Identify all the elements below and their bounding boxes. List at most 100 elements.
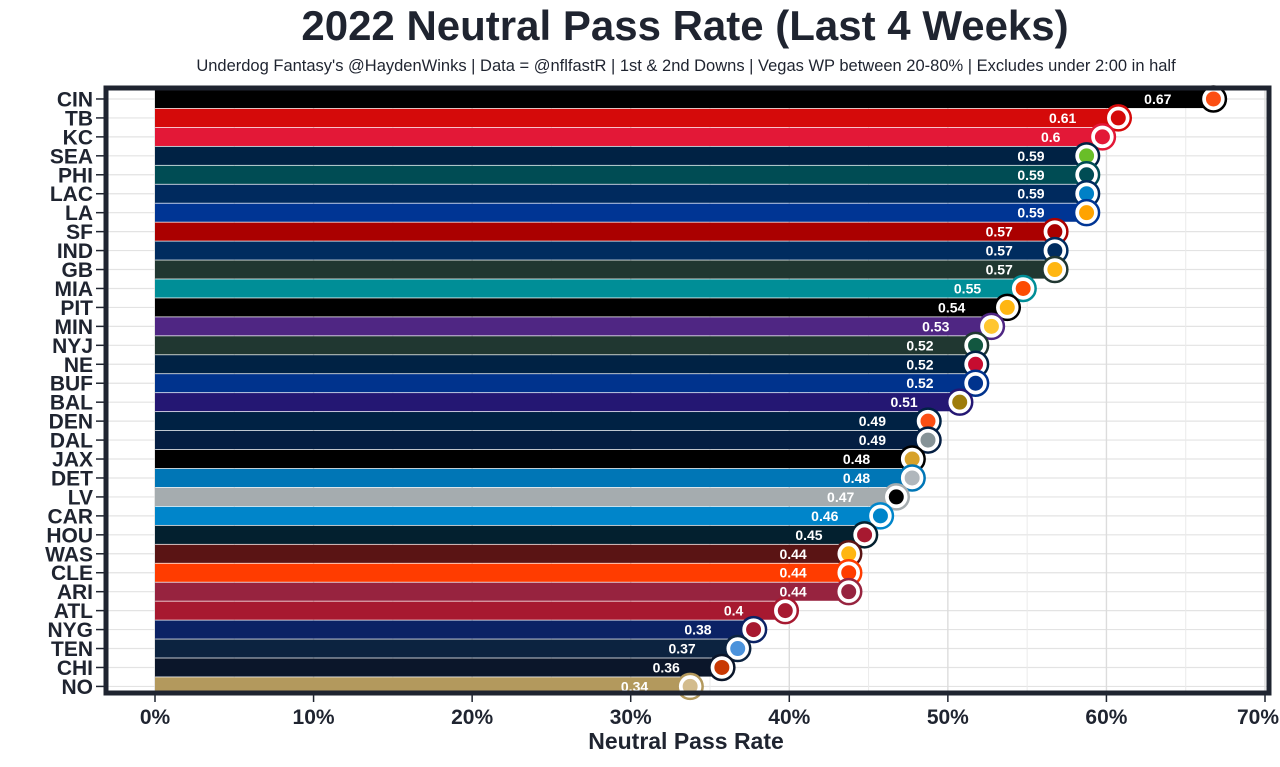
y-tick-label: CAR [48,505,94,528]
y-tick-label: LV [68,486,93,509]
bar-nyj [155,336,980,355]
chart-subtitle: Underdog Fantasy's @HaydenWinks | Data =… [196,57,1176,75]
bar-labels-group: 0.670.610.60.590.590.590.590.570.570.570… [621,91,1172,694]
y-axis-ticks: CINTBKCSEAPHILACLASFINDGBMIAPITMINNYJNEB… [45,88,104,699]
y-tick-label: JAX [52,449,93,472]
y-tick-label: CHI [57,657,93,680]
bar-was [155,544,853,563]
team-logo-la [1072,198,1101,227]
bar-car [155,506,885,525]
bar-ne [155,355,980,374]
bar-value-label: 0.52 [906,375,933,391]
team-logo-nyg [739,615,768,644]
team-logo-atl [771,596,800,625]
bar-value-label: 0.52 [906,356,933,372]
y-tick-label: NYG [47,619,93,642]
bar-gb [155,260,1059,279]
team-logo-buf [961,369,990,397]
team-logo-ten [723,634,752,663]
y-tick-label: CLE [51,562,93,585]
bar-value-label: 0.55 [954,280,981,296]
bar-value-label: 0.36 [653,659,680,675]
y-tick-label: DAL [50,430,93,453]
x-tick-label: 50% [927,706,969,729]
team-logo-bal [945,388,974,416]
bar-value-label: 0.49 [859,432,886,448]
bar-value-label: 0.52 [906,337,933,353]
team-logo-min [977,312,1006,341]
bar-tb [155,108,1123,128]
plot-panel-border [103,85,1272,696]
y-tick-label: LA [65,202,93,225]
bar-value-label: 0.6 [1041,129,1061,145]
x-tick-label: 30% [610,706,652,729]
team-logo-hou [850,521,879,549]
y-tick-label: MIN [55,316,94,339]
team-logo-lac [1072,179,1101,208]
y-tick-label: DET [51,467,93,490]
bar-value-label: 0.59 [1017,186,1044,202]
bar-ari [155,582,853,601]
y-tick-label: LAC [50,183,93,206]
x-tick-label: 10% [293,706,335,729]
team-logo-tb [1104,104,1133,132]
bar-lac [155,184,1091,203]
chart-title: 2022 Neutral Pass Rate (Last 4 Weeks) [301,2,1069,49]
y-tick-label: CIN [57,88,93,111]
team-logo-ari [834,577,863,606]
bar-cle [155,563,853,582]
bar-atl [155,601,790,620]
x-tick-label: 40% [768,706,810,729]
bar-jax [155,449,917,469]
team-logo-ind [1041,236,1069,265]
team-logo-cin [1199,85,1228,113]
y-tick-label: IND [57,240,93,263]
bar-value-label: 0.37 [668,641,695,657]
y-tick-label: TEN [51,638,93,661]
bar-value-label: 0.46 [811,508,838,524]
team-logo-chi [708,653,736,682]
y-tick-label: BAL [50,392,93,415]
x-tick-label: 70% [1237,706,1279,729]
y-tick-label: KC [63,126,93,149]
x-tick-label: 20% [451,706,493,729]
bar-value-label: 0.34 [621,678,648,694]
bar-den [155,412,932,431]
team-logo-lv [882,483,911,511]
bar-value-label: 0.57 [986,243,1013,259]
bar-value-label: 0.59 [1017,148,1044,164]
y-tick-label: GB [62,259,94,282]
bar-value-label: 0.44 [779,546,806,562]
bar-cin [155,89,1218,109]
y-tick-label: ARI [57,581,93,604]
bar-value-label: 0.49 [859,413,886,429]
bar-value-label: 0.47 [827,489,854,505]
bar-phi [155,165,1091,184]
y-tick-label: NO [62,676,94,699]
bar-value-label: 0.53 [922,318,949,334]
team-logo-car [866,502,895,530]
bar-nyg [155,620,758,639]
bar-value-label: 0.57 [986,224,1013,240]
bar-pit [155,298,1012,317]
bar-value-label: 0.57 [986,262,1013,278]
bar-mia [155,279,1028,298]
bar-value-label: 0.44 [779,584,806,600]
team-logo-pit [993,293,1022,322]
bar-chi [155,658,726,677]
y-tick-label: WAS [45,543,93,566]
bar-value-label: 0.54 [938,299,965,315]
team-logo-ne [961,350,990,379]
bars-group [155,89,1218,696]
bar-hou [155,525,869,544]
y-tick-label: HOU [46,524,93,547]
team-logo-dal [914,426,942,454]
x-tick-label: 60% [1085,706,1127,729]
team-logo-kc [1088,123,1117,151]
bar-value-label: 0.44 [779,565,806,581]
y-tick-label: BUF [50,373,93,396]
bar-value-label: 0.48 [843,451,870,467]
bar-kc [155,127,1107,146]
bar-sf [155,222,1059,241]
